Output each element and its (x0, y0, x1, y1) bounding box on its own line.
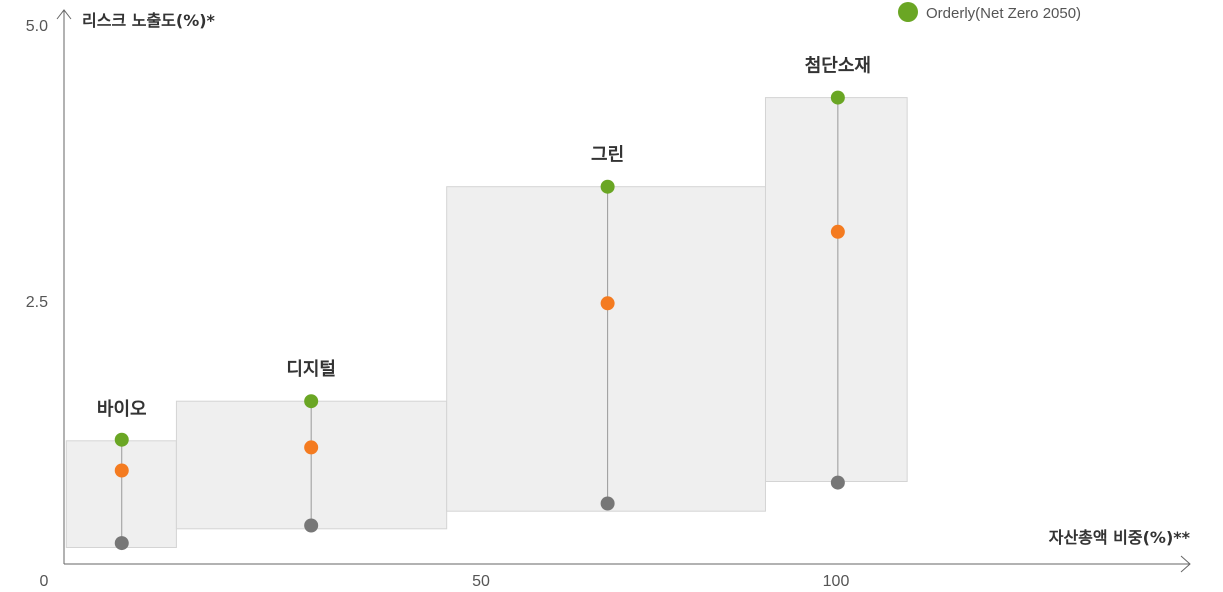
mid-point (830, 224, 845, 239)
legend-marker-orderly (898, 2, 918, 22)
legend-label-orderly: Orderly(Net Zero 2050) (926, 5, 1081, 22)
mid-point (304, 440, 319, 455)
x-tick-label: 0 (40, 573, 49, 590)
range-box (764, 97, 908, 482)
low-point (600, 496, 615, 511)
low-point (304, 518, 319, 533)
group-labels: 바이오 디지털 그린 첨단소재 (97, 56, 871, 420)
high-point (304, 394, 319, 409)
high-point (830, 90, 845, 105)
x-axis-arrow (1180, 555, 1191, 573)
mid-point (114, 463, 129, 478)
y-tick-label: 2.5 (26, 294, 48, 311)
high-point (600, 179, 615, 194)
mid-point (600, 296, 615, 311)
axes (56, 9, 1191, 573)
range-box (446, 186, 766, 512)
low-point (830, 475, 845, 490)
group-label: 디지털 (286, 359, 336, 380)
x-axis-title: 자산총액 비중(%)** (1049, 528, 1191, 547)
group-label: 그린 (591, 145, 624, 166)
high-point (114, 432, 129, 447)
group-label: 바이오 (97, 399, 147, 420)
tick-labels: 5.0 2.5 0 50 100 (26, 18, 850, 590)
legend: Orderly(Net Zero 2050) (898, 2, 1081, 22)
y-tick-label: 5.0 (26, 18, 48, 35)
range-marks (114, 90, 845, 551)
y-axis-arrow (56, 9, 72, 20)
range-boxes (65, 97, 908, 548)
y-axis-title: 리스크 노출도(%)* (82, 11, 216, 30)
x-tick-label: 100 (823, 573, 850, 590)
axis-titles: 리스크 노출도(%)* 자산총액 비중(%)** (82, 11, 1191, 547)
x-tick-label: 50 (472, 573, 490, 590)
group-label: 첨단소재 (805, 56, 871, 77)
low-point (114, 536, 129, 551)
